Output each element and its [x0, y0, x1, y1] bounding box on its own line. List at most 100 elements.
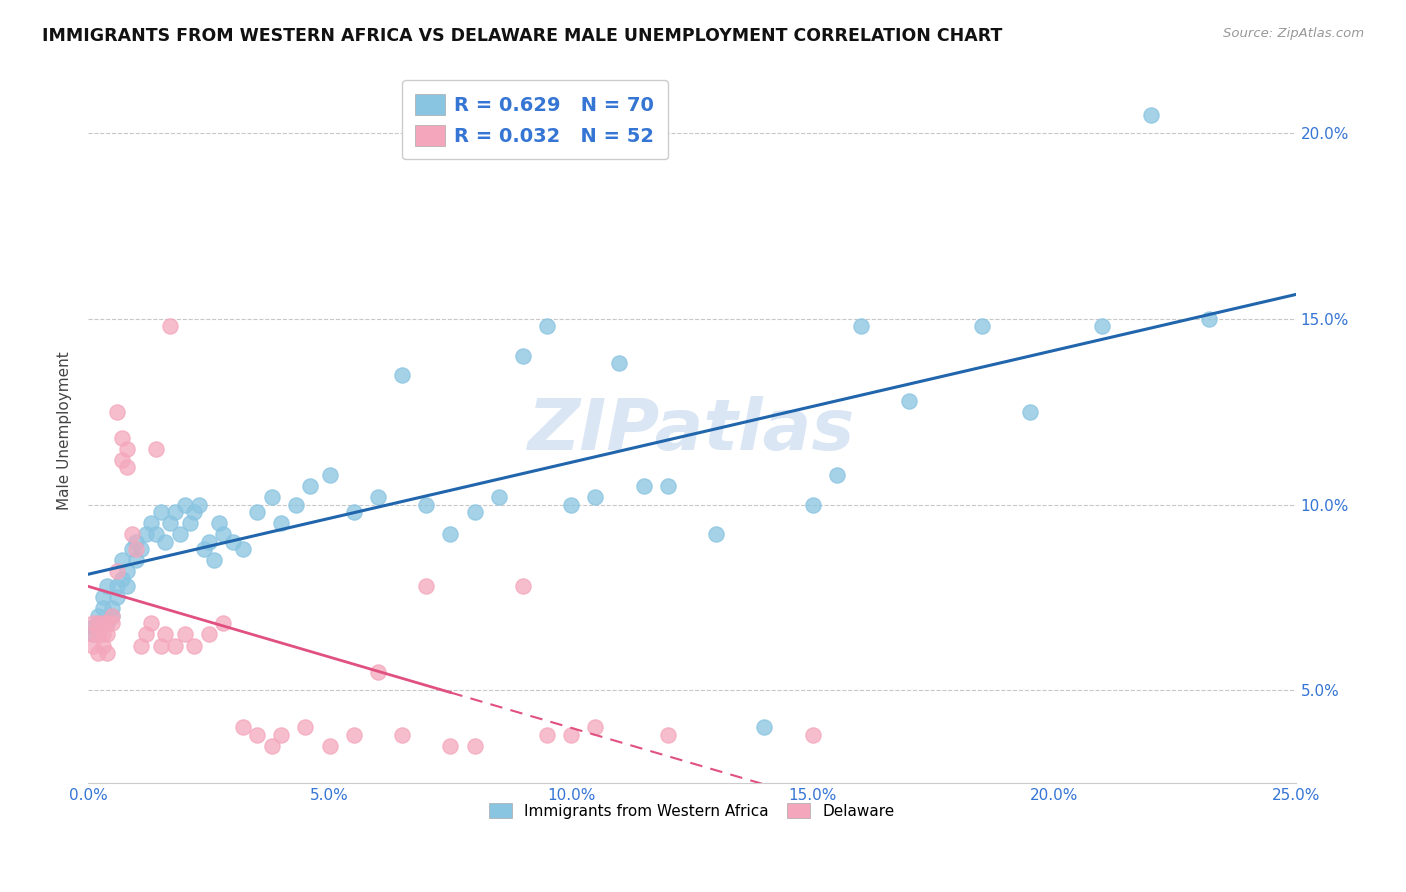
- Point: [198, 534, 221, 549]
- Point: [583, 490, 606, 504]
- Point: [801, 498, 824, 512]
- Point: [633, 479, 655, 493]
- Point: [198, 627, 221, 641]
- Point: [125, 542, 148, 557]
- Point: [139, 516, 162, 530]
- Point: [111, 572, 134, 586]
- Point: [970, 319, 993, 334]
- Point: [343, 505, 366, 519]
- Point: [512, 579, 534, 593]
- Point: [825, 467, 848, 482]
- Point: [1091, 319, 1114, 334]
- Point: [188, 498, 211, 512]
- Point: [96, 627, 118, 641]
- Point: [82, 639, 104, 653]
- Point: [207, 516, 229, 530]
- Point: [193, 542, 215, 557]
- Point: [536, 319, 558, 334]
- Point: [96, 579, 118, 593]
- Point: [609, 356, 631, 370]
- Point: [536, 728, 558, 742]
- Point: [91, 627, 114, 641]
- Point: [212, 527, 235, 541]
- Point: [91, 639, 114, 653]
- Text: Source: ZipAtlas.com: Source: ZipAtlas.com: [1223, 27, 1364, 40]
- Point: [87, 616, 110, 631]
- Point: [149, 505, 172, 519]
- Point: [849, 319, 872, 334]
- Point: [232, 720, 254, 734]
- Point: [121, 527, 143, 541]
- Point: [704, 527, 727, 541]
- Point: [318, 739, 340, 753]
- Point: [96, 616, 118, 631]
- Point: [139, 616, 162, 631]
- Point: [246, 728, 269, 742]
- Point: [135, 527, 157, 541]
- Point: [87, 627, 110, 641]
- Point: [101, 601, 124, 615]
- Point: [82, 616, 104, 631]
- Point: [155, 534, 177, 549]
- Point: [560, 498, 582, 512]
- Point: [115, 579, 138, 593]
- Point: [111, 431, 134, 445]
- Point: [169, 527, 191, 541]
- Point: [87, 646, 110, 660]
- Text: IMMIGRANTS FROM WESTERN AFRICA VS DELAWARE MALE UNEMPLOYMENT CORRELATION CHART: IMMIGRANTS FROM WESTERN AFRICA VS DELAWA…: [42, 27, 1002, 45]
- Point: [246, 505, 269, 519]
- Point: [91, 616, 114, 631]
- Point: [115, 442, 138, 456]
- Point: [560, 728, 582, 742]
- Point: [145, 527, 167, 541]
- Point: [367, 665, 389, 679]
- Point: [87, 616, 110, 631]
- Point: [121, 542, 143, 557]
- Point: [129, 542, 152, 557]
- Point: [159, 516, 181, 530]
- Point: [105, 565, 128, 579]
- Point: [129, 639, 152, 653]
- Point: [299, 479, 322, 493]
- Point: [488, 490, 510, 504]
- Point: [82, 620, 104, 634]
- Point: [801, 728, 824, 742]
- Point: [270, 728, 292, 742]
- Point: [1198, 311, 1220, 326]
- Point: [105, 579, 128, 593]
- Point: [202, 553, 225, 567]
- Point: [183, 639, 205, 653]
- Point: [232, 542, 254, 557]
- Point: [105, 591, 128, 605]
- Point: [125, 553, 148, 567]
- Point: [754, 720, 776, 734]
- Point: [260, 739, 283, 753]
- Point: [96, 616, 118, 631]
- Y-axis label: Male Unemployment: Male Unemployment: [58, 351, 72, 509]
- Point: [898, 393, 921, 408]
- Text: ZIPatlas: ZIPatlas: [529, 396, 856, 465]
- Point: [222, 534, 245, 549]
- Point: [318, 467, 340, 482]
- Point: [415, 579, 437, 593]
- Point: [149, 639, 172, 653]
- Point: [111, 453, 134, 467]
- Point: [115, 460, 138, 475]
- Point: [583, 720, 606, 734]
- Point: [1019, 405, 1042, 419]
- Point: [391, 368, 413, 382]
- Point: [260, 490, 283, 504]
- Point: [145, 442, 167, 456]
- Point: [111, 553, 134, 567]
- Point: [464, 739, 486, 753]
- Point: [165, 639, 187, 653]
- Point: [159, 319, 181, 334]
- Point: [87, 608, 110, 623]
- Point: [439, 527, 461, 541]
- Legend: Immigrants from Western Africa, Delaware: Immigrants from Western Africa, Delaware: [484, 797, 901, 825]
- Point: [391, 728, 413, 742]
- Point: [155, 627, 177, 641]
- Point: [165, 505, 187, 519]
- Point: [183, 505, 205, 519]
- Point: [115, 565, 138, 579]
